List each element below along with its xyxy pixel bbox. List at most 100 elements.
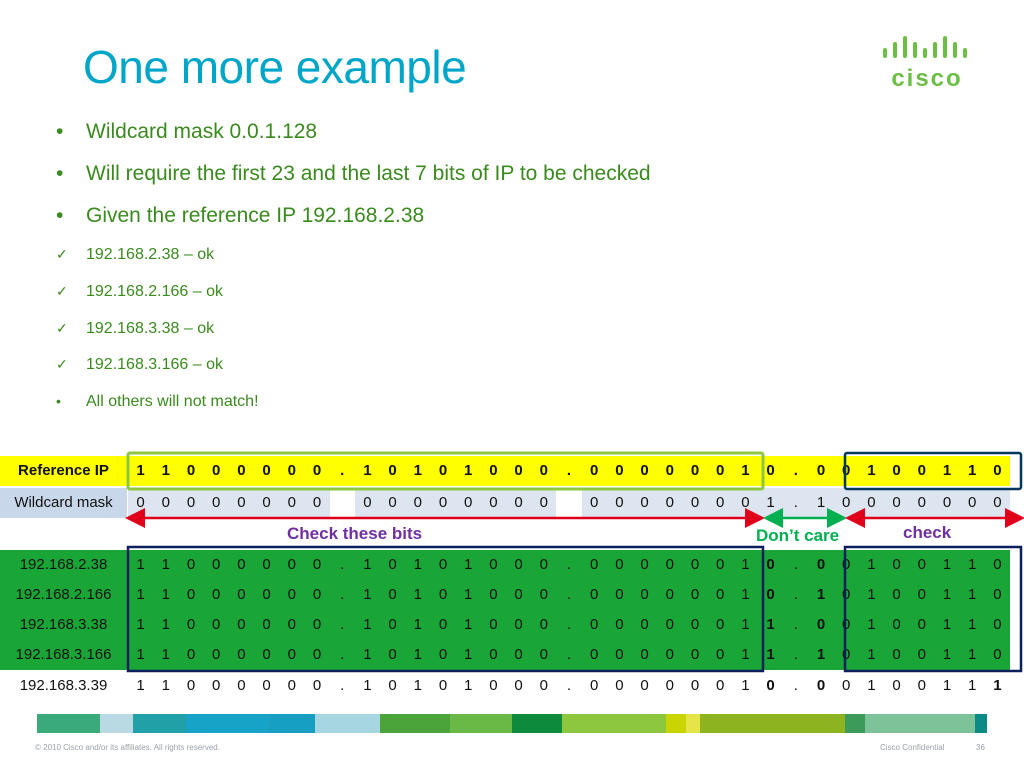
bit-cell: 1 bbox=[934, 550, 960, 580]
bit-cell: 1 bbox=[959, 580, 985, 610]
cisco-logo: cisco bbox=[883, 36, 967, 92]
bit-cell: 0 bbox=[430, 550, 456, 580]
bit-cell: 0 bbox=[228, 610, 254, 640]
bit-cell: 1 bbox=[959, 671, 985, 701]
bit-cell: 0 bbox=[884, 671, 910, 701]
bit-cell: 0 bbox=[606, 640, 632, 670]
bit-cell: 0 bbox=[178, 640, 204, 670]
bit-cell: 0 bbox=[531, 550, 557, 580]
dot-separator: . bbox=[783, 610, 809, 640]
bit-cell: 1 bbox=[354, 610, 380, 640]
bullet-text: 192.168.3.166 – ok bbox=[86, 356, 224, 373]
bullet-text: 192.168.2.38 – ok bbox=[86, 246, 215, 263]
bit-cell: 1 bbox=[354, 580, 380, 610]
bit-cell: 0 bbox=[909, 671, 935, 701]
bit-cell: 0 bbox=[304, 671, 330, 701]
bit-cell: 0 bbox=[984, 550, 1010, 580]
bit-cell: 1 bbox=[153, 640, 179, 670]
bit-cell: 1 bbox=[354, 671, 380, 701]
bit-cell: 0 bbox=[254, 580, 280, 610]
bit-cell: 1 bbox=[405, 640, 431, 670]
bit-cell: 1 bbox=[128, 456, 154, 486]
bit-cell: 0 bbox=[304, 456, 330, 486]
bit-cell: 0 bbox=[581, 580, 607, 610]
compared-bits-box-right bbox=[843, 545, 1023, 673]
footer-stripe-2 bbox=[100, 714, 133, 733]
bit-cell: 0 bbox=[606, 671, 632, 701]
dot-separator: . bbox=[556, 456, 582, 486]
bit-cell: 0 bbox=[531, 610, 557, 640]
bit-cell: 0 bbox=[480, 640, 506, 670]
bit-cell: 0 bbox=[581, 671, 607, 701]
dot-separator: . bbox=[556, 610, 582, 640]
bit-cell: 1 bbox=[858, 640, 884, 670]
footer-stripe-15 bbox=[865, 714, 975, 733]
dot-separator: . bbox=[556, 550, 582, 580]
bit-cell: 0 bbox=[203, 610, 229, 640]
bit-cell: 0 bbox=[203, 550, 229, 580]
dot-separator: . bbox=[783, 640, 809, 670]
bit-cell: 0 bbox=[606, 610, 632, 640]
bit-cell: 0 bbox=[480, 671, 506, 701]
dot-separator: . bbox=[556, 671, 582, 701]
bit-cell: 0 bbox=[632, 550, 658, 580]
bit-cell: 0 bbox=[884, 550, 910, 580]
bullet-icon: • bbox=[56, 204, 64, 227]
bit-cell: 0 bbox=[254, 671, 280, 701]
bit-cell: 0 bbox=[909, 640, 935, 670]
bit-cell: 0 bbox=[758, 671, 784, 701]
bit-cell: 0 bbox=[808, 671, 834, 701]
row-label: 192.168.3.38 bbox=[0, 610, 127, 640]
bit-cell: 0 bbox=[506, 671, 532, 701]
bit-cell: 0 bbox=[682, 640, 708, 670]
bit-cell: 0 bbox=[632, 640, 658, 670]
footer-stripe-7 bbox=[380, 714, 450, 733]
dot-separator: . bbox=[329, 640, 355, 670]
bit-cell: 1 bbox=[455, 580, 481, 610]
footer-stripe-9 bbox=[512, 714, 562, 733]
bullet-icon: • bbox=[56, 393, 61, 409]
bit-cell: 0 bbox=[657, 640, 683, 670]
bit-cell: 1 bbox=[153, 580, 179, 610]
bit-cell: 0 bbox=[506, 580, 532, 610]
bit-cell: 0 bbox=[707, 671, 733, 701]
bit-cell: 0 bbox=[909, 610, 935, 640]
footer-stripe-10 bbox=[562, 714, 666, 733]
bit-cell: 1 bbox=[455, 610, 481, 640]
bullet-text: 192.168.2.166 – ok bbox=[86, 283, 224, 300]
bit-cell: 0 bbox=[682, 456, 708, 486]
compared-bits-box-left bbox=[126, 545, 765, 673]
bit-cell: 0 bbox=[380, 640, 406, 670]
bit-cell: 1 bbox=[455, 671, 481, 701]
bullet-text: 192.168.3.38 – ok bbox=[86, 320, 215, 337]
bit-cell: 0 bbox=[380, 671, 406, 701]
bit-cell: 0 bbox=[808, 456, 834, 486]
dot-separator: . bbox=[329, 671, 355, 701]
bit-cell: 1 bbox=[808, 580, 834, 610]
bit-cell: 0 bbox=[254, 550, 280, 580]
bit-cell: 0 bbox=[203, 456, 229, 486]
svg-text:cisco: cisco bbox=[891, 65, 962, 92]
bit-cell: 0 bbox=[884, 580, 910, 610]
bit-cell: 1 bbox=[128, 610, 154, 640]
bit-cell: 1 bbox=[858, 580, 884, 610]
bit-cell: 0 bbox=[884, 456, 910, 486]
bit-cell: 0 bbox=[380, 550, 406, 580]
bit-cell: 0 bbox=[632, 610, 658, 640]
bit-cell: 1 bbox=[455, 550, 481, 580]
bit-cell: 0 bbox=[984, 640, 1010, 670]
checkmark-icon: ✓ bbox=[56, 320, 68, 336]
bit-cell: 0 bbox=[506, 640, 532, 670]
bit-cell: 0 bbox=[506, 456, 532, 486]
bit-cell: 0 bbox=[430, 640, 456, 670]
row-label: Wildcard mask bbox=[0, 488, 127, 518]
bit-cell: 0 bbox=[682, 550, 708, 580]
bit-cell: 1 bbox=[858, 550, 884, 580]
bit-cell: 1 bbox=[732, 610, 758, 640]
bit-cell: 0 bbox=[304, 550, 330, 580]
bit-cell: 0 bbox=[380, 580, 406, 610]
bit-cell: 0 bbox=[657, 671, 683, 701]
bit-cell: 0 bbox=[531, 640, 557, 670]
bit-cell: 1 bbox=[959, 456, 985, 486]
